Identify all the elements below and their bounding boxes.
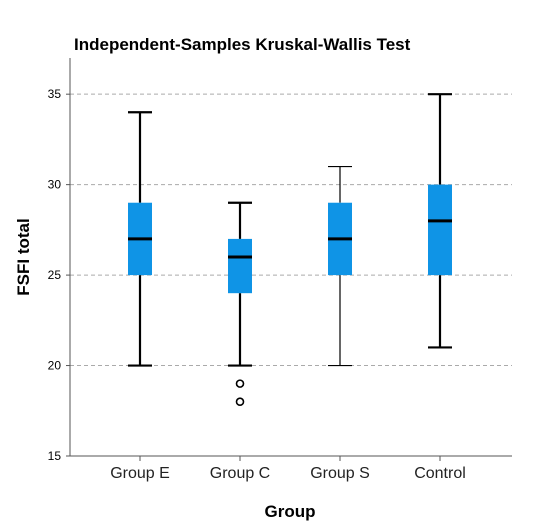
outlier-point: [235, 397, 245, 407]
y-tick-label: 15: [48, 449, 62, 463]
box-group-s: [328, 165, 352, 367]
x-axis-label: Group: [265, 502, 316, 521]
iqr-box: [428, 184, 452, 276]
x-tick-label: Group C: [210, 465, 270, 482]
y-axis-ticks: 15 20 25 30 35: [48, 87, 70, 463]
boxes-group: [128, 93, 452, 407]
y-tick-label: 20: [48, 359, 62, 373]
box-group-e: [128, 111, 152, 367]
chart-title: Independent-Samples Kruskal-Wallis Test: [74, 35, 411, 54]
outlier-point: [235, 379, 245, 388]
y-tick-label: 25: [48, 268, 62, 282]
x-tick-label: Control: [414, 465, 466, 482]
y-tick-label: 35: [48, 87, 62, 101]
y-tick-label: 30: [48, 178, 62, 192]
box-group-c: [228, 201, 252, 407]
y-axis-label: FSFI total: [14, 218, 33, 295]
x-axis-ticks: Group E Group C Group S Control: [110, 456, 466, 482]
x-tick-label: Group E: [110, 465, 170, 482]
x-tick-label: Group S: [310, 465, 370, 482]
box-control: [428, 93, 452, 349]
iqr-box: [228, 238, 252, 294]
